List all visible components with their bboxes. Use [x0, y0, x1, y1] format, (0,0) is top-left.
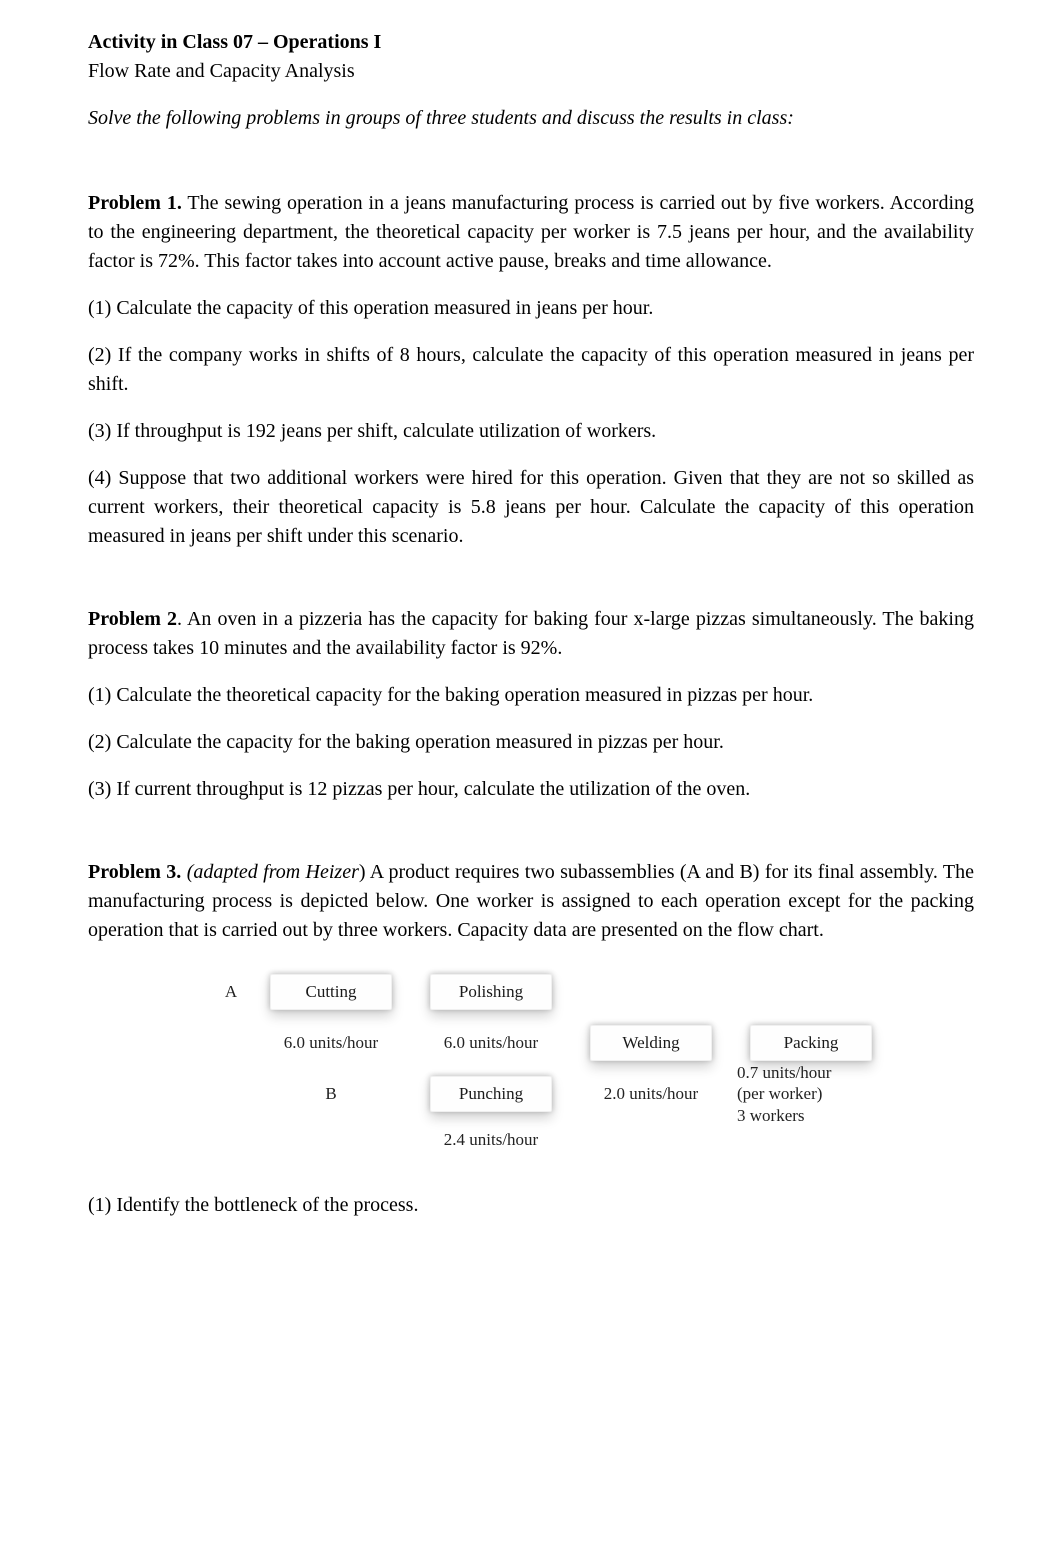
- cap-packing: 0.7 units/hour (per worker) 3 workers: [731, 1062, 891, 1126]
- node-punching: Punching: [430, 1076, 552, 1112]
- problem1-q3: (3) If throughput is 192 jeans per shift…: [88, 417, 974, 446]
- problem3-intro: Problem 3. (adapted from Heizer) A produ…: [88, 858, 974, 945]
- problem1-q2: (2) If the company works in shifts of 8 …: [88, 341, 974, 399]
- cap-cutting: 6.0 units/hour: [251, 1031, 411, 1056]
- flow-label-b: B: [251, 1082, 411, 1107]
- doc-subtitle: Flow Rate and Capacity Analysis: [88, 57, 974, 86]
- instruction-text: Solve the following problems in groups o…: [88, 104, 974, 133]
- problem1-q1: (1) Calculate the capacity of this opera…: [88, 294, 974, 323]
- cap-packing-workers: 3 workers: [737, 1106, 805, 1125]
- problem2-q2: (2) Calculate the capacity for the bakin…: [88, 728, 974, 757]
- cap-packing-per: (per worker): [737, 1084, 822, 1103]
- cap-welding: 2.0 units/hour: [571, 1082, 731, 1107]
- flow-chart: A Cutting Polishing 6.0 units/hour 6.0 u…: [211, 969, 851, 1163]
- problem2-intro-text: . An oven in a pizzeria has the capacity…: [88, 608, 974, 659]
- node-packing: Packing: [750, 1025, 872, 1061]
- problem2-q3: (3) If current throughput is 12 pizzas p…: [88, 775, 974, 804]
- node-cutting: Cutting: [270, 974, 392, 1010]
- problem2-label: Problem 2: [88, 608, 177, 630]
- node-welding: Welding: [590, 1025, 712, 1061]
- node-polishing: Polishing: [430, 974, 552, 1010]
- problem2-intro: Problem 2. An oven in a pizzeria has the…: [88, 605, 974, 663]
- cap-punching: 2.4 units/hour: [411, 1128, 571, 1153]
- cap-packing-rate: 0.7 units/hour: [737, 1063, 831, 1082]
- problem1-label: Problem 1.: [88, 192, 182, 214]
- problem1-intro-text: The sewing operation in a jeans manufact…: [88, 192, 974, 272]
- cap-polishing: 6.0 units/hour: [411, 1031, 571, 1056]
- problem1-q4: (4) Suppose that two additional workers …: [88, 464, 974, 551]
- problem3-q1: (1) Identify the bottleneck of the proce…: [88, 1191, 974, 1220]
- problem3-citation: (adapted from Heizer: [187, 861, 359, 883]
- problem2-q1: (1) Calculate the theoretical capacity f…: [88, 681, 974, 710]
- problem1-intro: Problem 1. The sewing operation in a jea…: [88, 189, 974, 276]
- doc-title: Activity in Class 07 – Operations I: [88, 28, 974, 57]
- problem3-label: Problem 3.: [88, 861, 181, 883]
- flow-label-a: A: [211, 980, 251, 1005]
